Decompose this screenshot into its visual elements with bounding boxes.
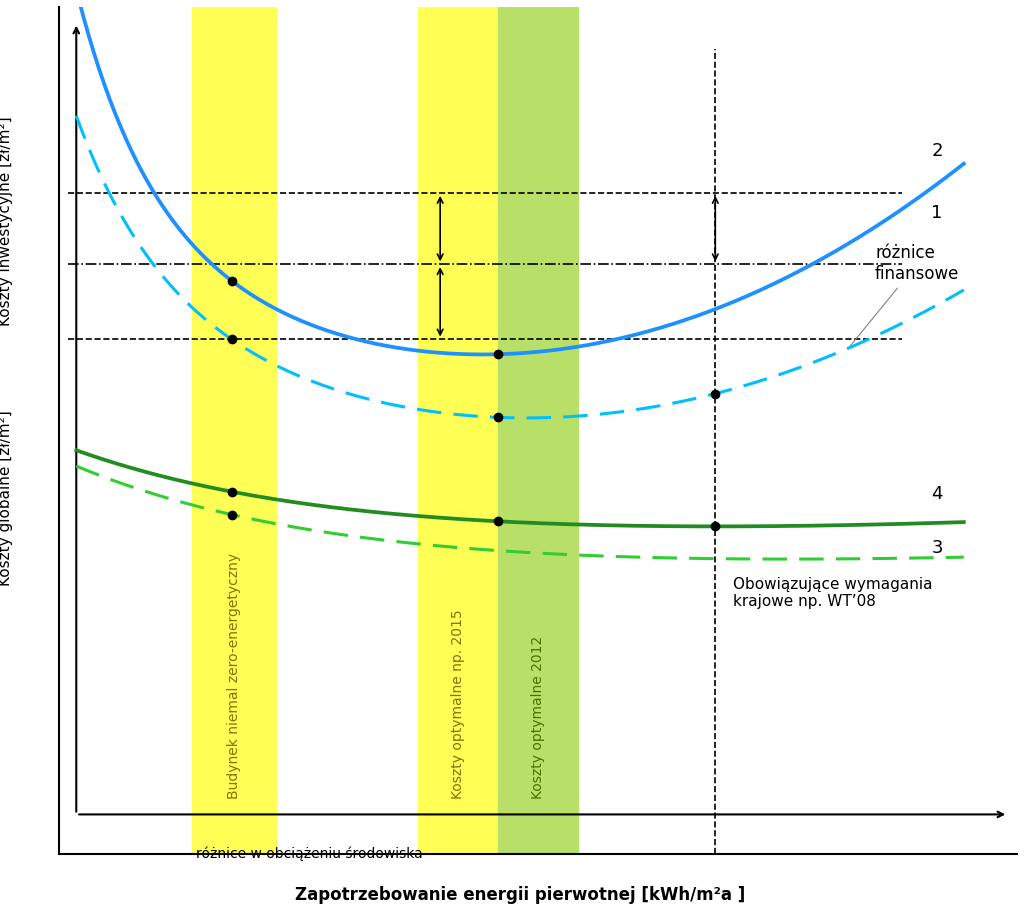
Bar xyxy=(498,7,578,854)
2 xyxy=(552,412,564,423)
1 xyxy=(552,344,564,355)
3 xyxy=(492,516,504,527)
1 xyxy=(938,174,950,185)
4 xyxy=(497,546,509,557)
3 xyxy=(550,519,562,529)
Bar xyxy=(418,7,498,854)
1 xyxy=(476,349,488,360)
Text: 4: 4 xyxy=(932,485,943,503)
4 xyxy=(598,550,610,561)
3 xyxy=(497,516,509,527)
Text: Obowiązujące wymagania
krajowe np. WT’08: Obowiązujące wymagania krajowe np. WT’08 xyxy=(733,576,933,609)
Text: Budynek niemal zero-energetyczny: Budynek niemal zero-energetyczny xyxy=(227,552,241,798)
Text: Zapotrzebowanie energii pierwotnej [kWh/m²a ]: Zapotrzebowanie energii pierwotnej [kWh/… xyxy=(295,886,745,904)
4 xyxy=(957,552,970,563)
Line: 2: 2 xyxy=(76,116,964,418)
2 xyxy=(600,408,612,419)
2 xyxy=(800,360,812,371)
3 xyxy=(938,518,950,529)
4 xyxy=(492,545,504,556)
Text: Koszty optymalne 2012: Koszty optymalne 2012 xyxy=(530,635,545,798)
3 xyxy=(800,520,812,531)
Bar xyxy=(191,7,276,854)
4 xyxy=(70,461,82,472)
Text: różnice
finansowe: różnice finansowe xyxy=(850,244,959,346)
1 xyxy=(957,158,970,169)
4 xyxy=(783,554,796,565)
4 xyxy=(938,552,950,563)
Text: 2: 2 xyxy=(932,142,943,160)
4 xyxy=(550,548,562,559)
3 xyxy=(711,521,723,532)
2 xyxy=(957,284,970,295)
Line: 1: 1 xyxy=(76,0,964,355)
1 xyxy=(800,262,812,273)
Text: Koszty inwestycyjne [zł/m²]: Koszty inwestycyjne [zł/m²] xyxy=(0,116,12,326)
Line: 3: 3 xyxy=(76,451,964,527)
Text: Koszty globalne [zł/m²]: Koszty globalne [zł/m²] xyxy=(0,410,12,586)
3 xyxy=(70,445,82,456)
Text: różnice w obciążeniu środowiska: różnice w obciążeniu środowiska xyxy=(197,846,423,861)
3 xyxy=(598,519,610,530)
2 xyxy=(938,296,950,307)
1 xyxy=(600,336,612,347)
3 xyxy=(957,517,970,528)
Line: 4: 4 xyxy=(76,466,964,559)
1 xyxy=(499,348,511,359)
Text: 3: 3 xyxy=(932,538,943,557)
2 xyxy=(520,413,532,424)
2 xyxy=(70,110,82,121)
2 xyxy=(497,412,509,423)
Text: Koszty optymalne np. 2015: Koszty optymalne np. 2015 xyxy=(451,609,465,798)
2 xyxy=(492,412,504,423)
1 xyxy=(494,348,506,359)
4 xyxy=(800,554,812,565)
Text: 1: 1 xyxy=(932,204,943,222)
